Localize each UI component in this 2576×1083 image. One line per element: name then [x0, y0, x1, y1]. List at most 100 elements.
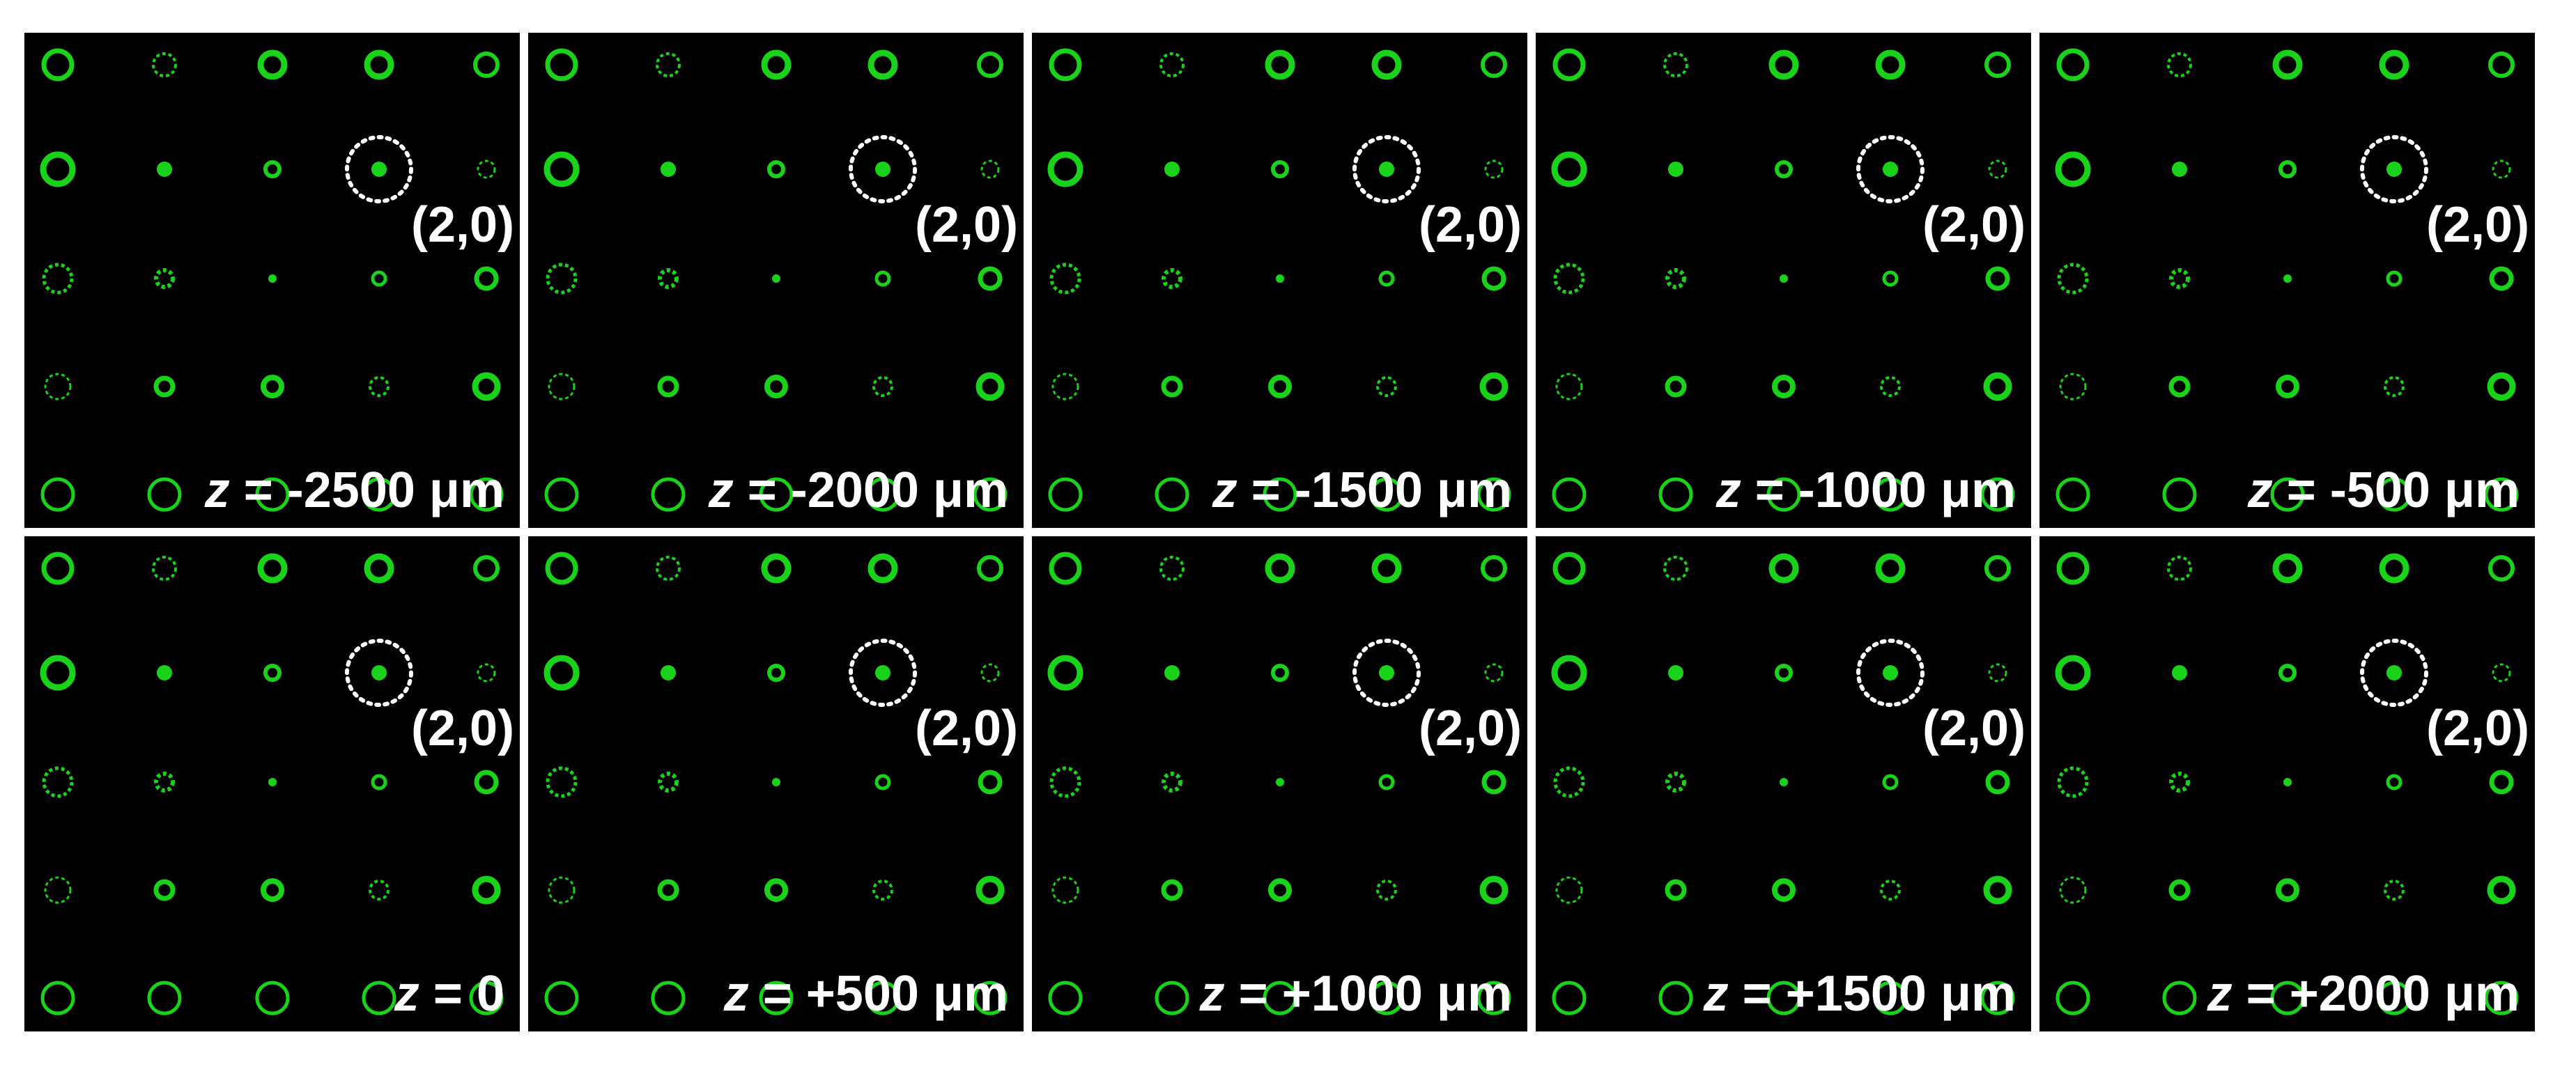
focal-spot	[1880, 880, 1901, 901]
focal-spot	[1159, 52, 1185, 77]
focal-spot	[473, 555, 500, 582]
focal-spot	[268, 778, 277, 786]
focal-spot	[472, 875, 501, 905]
z-symbol: z	[723, 966, 749, 1022]
focal-spot	[1780, 778, 1788, 786]
focal-spot	[656, 556, 681, 581]
focal-spot	[1484, 663, 1504, 683]
focal-spot	[973, 477, 1008, 512]
focal-spot	[1481, 266, 1506, 291]
z-value: = +500 μm	[748, 966, 1008, 1022]
focal-spot	[1271, 160, 1289, 178]
focal-spot	[371, 162, 387, 177]
focal-spot	[1668, 665, 1683, 680]
focal-spot	[1983, 372, 2012, 401]
focal-spot	[2055, 151, 2091, 187]
focal-spot	[657, 879, 679, 901]
focal-spot	[1555, 876, 1583, 904]
focal-spot	[1155, 477, 1189, 512]
focal-plane-panel: (2,0) z = 0	[24, 536, 520, 1031]
spot-index-label: (2,0)	[1922, 197, 2026, 253]
focal-spot	[1984, 555, 2011, 582]
focal-spot	[977, 555, 1003, 582]
focal-spot	[759, 477, 794, 512]
spot-index-label: (2,0)	[915, 701, 1019, 756]
focal-spot	[1663, 52, 1688, 77]
focal-spot	[1880, 376, 1901, 397]
focal-spot	[2162, 477, 2197, 512]
focal-spot	[1263, 981, 1297, 1015]
focal-spot	[371, 270, 387, 287]
focal-spot	[1479, 875, 1509, 905]
focal-spot	[1164, 162, 1180, 177]
focal-spot	[1665, 268, 1686, 289]
focal-spot	[1051, 876, 1079, 904]
focal-spot	[975, 372, 1005, 401]
focal-plane-panel: (2,0) z = -1500 μm	[1032, 33, 1527, 528]
focal-spot	[1376, 880, 1397, 901]
z-symbol: z	[204, 462, 230, 518]
focal-spot	[2055, 655, 2091, 691]
focal-spot	[1049, 766, 1081, 798]
focal-spot	[658, 772, 679, 793]
spot-array-image	[1551, 552, 2015, 1015]
z-value: = +1000 μm	[1224, 966, 1512, 1022]
focal-spot	[2484, 477, 2519, 512]
focal-spot	[263, 664, 281, 682]
focal-spot	[1766, 981, 1801, 1015]
focal-spot	[2283, 274, 2292, 283]
focal-spot	[1048, 477, 1083, 512]
focal-spot	[2384, 376, 2405, 397]
focal-spot	[872, 880, 893, 901]
focal-spot	[761, 49, 792, 80]
focal-spot	[1882, 774, 1899, 790]
focal-spot	[369, 376, 390, 397]
focal-spot	[2489, 770, 2514, 795]
z-position-label: z = 0	[394, 969, 504, 1019]
focal-spot	[261, 878, 284, 902]
focal-spot	[2492, 159, 2511, 179]
focal-spot	[1983, 875, 2012, 905]
z-value: = +2000 μm	[2232, 966, 2520, 1022]
focal-spot	[469, 477, 504, 512]
focal-spot	[1875, 553, 1906, 584]
spot-index-label: (2,0)	[411, 701, 515, 756]
focal-spot	[1159, 556, 1185, 581]
focal-spot	[41, 552, 75, 585]
focal-spot	[2270, 981, 2305, 1015]
z-value: = -1000 μm	[1741, 462, 2016, 518]
z-value: = -2500 μm	[229, 462, 504, 518]
focal-spot	[40, 981, 75, 1015]
focal-spot	[42, 766, 74, 798]
focal-spot	[2487, 372, 2516, 401]
focal-spot	[1484, 159, 1504, 179]
focal-spot	[1551, 655, 1587, 691]
focal-spot	[1552, 981, 1587, 1015]
focal-spot	[548, 373, 576, 400]
focal-spot	[2489, 266, 2514, 291]
highlight-circle	[1352, 639, 1421, 707]
focal-spot	[1378, 774, 1395, 790]
focal-spot	[257, 49, 288, 80]
z-value: = -500 μm	[2272, 462, 2520, 518]
focal-spot	[2386, 774, 2403, 790]
focal-spot	[1155, 981, 1189, 1015]
highlight-circle	[2360, 135, 2428, 203]
focal-plane-panel: (2,0) z = -500 μm	[2039, 33, 2535, 528]
z-symbol: z	[708, 462, 734, 518]
focal-spot	[1271, 664, 1289, 682]
focal-spot	[2379, 553, 2409, 584]
focal-spot	[44, 373, 72, 400]
focal-spot	[1766, 477, 1801, 512]
highlight-circle	[1352, 135, 1421, 203]
focal-spot	[474, 266, 499, 291]
focal-spot	[1379, 665, 1394, 680]
focal-spot	[875, 162, 890, 177]
focal-spot	[154, 268, 175, 289]
spot-array-image	[1047, 48, 1511, 512]
focal-spot	[656, 52, 681, 77]
focal-spot	[980, 663, 1000, 683]
focal-spot	[867, 49, 898, 80]
focal-spot	[2056, 48, 2090, 81]
focal-spot	[157, 665, 172, 680]
